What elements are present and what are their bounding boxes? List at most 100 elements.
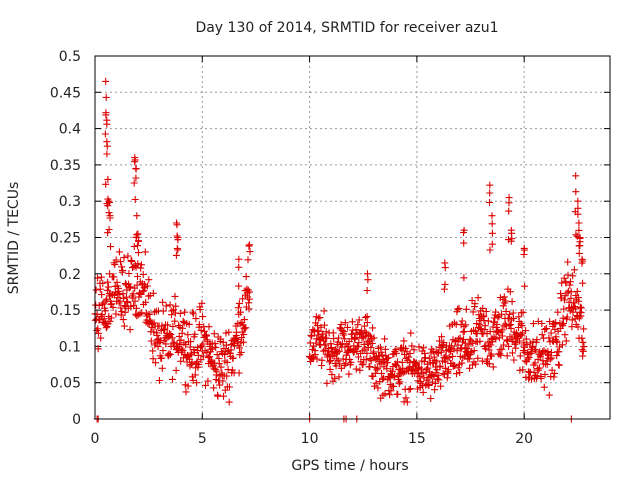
data-points — [91, 77, 588, 423]
data-point — [181, 308, 189, 316]
data-point — [187, 338, 195, 346]
data-point — [136, 310, 144, 318]
data-point — [428, 378, 436, 386]
data-point — [361, 345, 369, 353]
data-point — [106, 317, 114, 325]
data-point — [387, 387, 395, 395]
data-point — [235, 263, 243, 271]
data-point — [561, 296, 568, 304]
y-tick-label: 0.35 — [50, 158, 81, 174]
data-point — [101, 130, 109, 138]
data-point — [521, 282, 529, 290]
data-point — [354, 353, 362, 361]
data-point — [213, 351, 221, 359]
data-point — [405, 386, 413, 393]
data-point — [437, 348, 445, 356]
data-point — [169, 323, 177, 330]
data-point — [105, 283, 112, 291]
data-point — [518, 322, 526, 330]
data-point — [104, 229, 112, 237]
data-point — [192, 315, 200, 323]
data-point — [105, 209, 113, 217]
data-point — [348, 318, 356, 326]
data-point — [352, 326, 360, 334]
data-point — [364, 270, 371, 278]
data-point — [454, 341, 462, 349]
data-point — [101, 307, 109, 315]
data-point — [488, 229, 496, 237]
data-point — [540, 347, 548, 355]
data-point — [486, 181, 494, 189]
data-point — [132, 174, 140, 182]
data-point — [345, 370, 353, 378]
data-point — [103, 142, 111, 150]
data-point — [162, 340, 170, 348]
data-point — [488, 220, 496, 228]
data-point — [110, 273, 118, 281]
data-point — [510, 356, 518, 364]
data-point — [244, 256, 252, 264]
data-point — [210, 384, 218, 392]
data-point — [544, 348, 552, 356]
data-point — [438, 333, 446, 341]
data-point — [576, 242, 584, 249]
data-point — [460, 239, 468, 247]
data-point — [450, 345, 458, 353]
data-point — [173, 221, 181, 229]
data-point — [215, 360, 223, 368]
data-point — [572, 172, 580, 180]
data-point — [134, 230, 142, 238]
data-point — [207, 358, 215, 366]
data-point — [520, 246, 528, 254]
data-point — [486, 328, 494, 336]
data-point — [570, 266, 578, 274]
data-point — [95, 329, 102, 337]
data-point — [378, 351, 386, 359]
x-tick-label: 5 — [198, 431, 207, 447]
data-point — [159, 307, 167, 315]
data-point — [159, 347, 167, 355]
data-point — [461, 339, 469, 347]
data-point — [171, 292, 179, 300]
data-point — [105, 226, 113, 233]
data-point — [408, 342, 416, 350]
data-point — [176, 341, 184, 349]
data-point — [323, 334, 331, 342]
data-point — [234, 304, 242, 312]
data-point — [574, 323, 582, 331]
data-point — [512, 339, 520, 347]
data-point — [210, 330, 218, 338]
data-point — [371, 369, 379, 377]
data-point — [117, 311, 125, 319]
data-point — [431, 380, 439, 387]
data-point — [578, 346, 586, 354]
data-point — [143, 282, 151, 290]
data-point — [523, 341, 531, 349]
data-point — [131, 158, 139, 166]
y-tick-label: 0.1 — [59, 339, 81, 355]
data-point — [532, 346, 540, 354]
data-point — [172, 251, 180, 259]
data-point — [497, 351, 505, 359]
data-point — [469, 361, 476, 369]
data-point — [572, 231, 580, 239]
data-point — [174, 236, 182, 244]
data-point — [102, 77, 110, 85]
data-point — [505, 342, 513, 350]
data-point — [458, 317, 466, 325]
axis-ticks: 0 0.05 0.1 0.15 0.2 0.25 0.3 0.35 0.4 0.45 0.5 0 5 10… — [50, 49, 610, 447]
data-point — [363, 319, 371, 326]
data-point — [115, 248, 123, 256]
y-tick-label: 0.3 — [59, 194, 81, 210]
data-point — [191, 330, 199, 338]
data-point — [578, 334, 586, 342]
data-point — [545, 391, 553, 399]
data-point — [579, 352, 587, 360]
data-point — [161, 325, 169, 333]
data-point — [211, 340, 219, 348]
data-point — [240, 316, 248, 324]
data-point — [104, 278, 112, 286]
data-point — [172, 366, 180, 374]
data-point — [189, 308, 197, 316]
data-point — [576, 303, 584, 311]
